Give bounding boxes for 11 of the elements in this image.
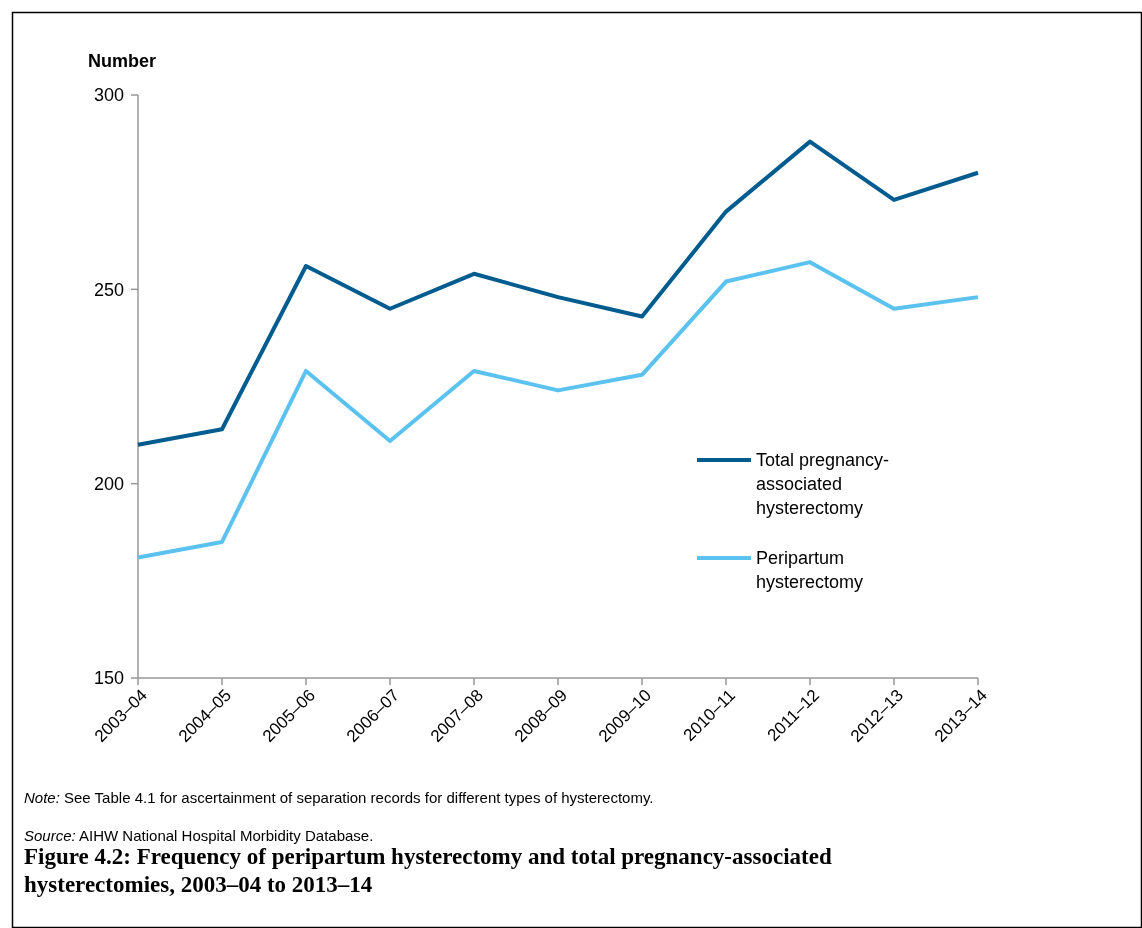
text: Note: See Table 4.1 for ascertainment of separation records for different types of hysterectomy. (24, 789, 654, 806)
y-axis-title: Number (88, 51, 157, 71)
y-tick-label: 300 (93, 85, 124, 106)
y-tick-label: 200 (93, 473, 124, 494)
source-note: Source: AIHW National Hospital Morbidity Database. (24, 827, 374, 844)
y-tick-label: 250 (93, 279, 124, 300)
y-tick-label: 150 (93, 668, 124, 689)
legend-label: Peripartum hysterectomy (756, 548, 864, 593)
line-series (136, 139, 980, 447)
legend-label: Total pregnancy-associated hysterectomy (756, 450, 890, 519)
text: Figure 4.2: Frequency of peripartum hysterectomy and total pregnancy-associated hysterectomies, 2003–04 to 2013–14 (24, 844, 832, 897)
